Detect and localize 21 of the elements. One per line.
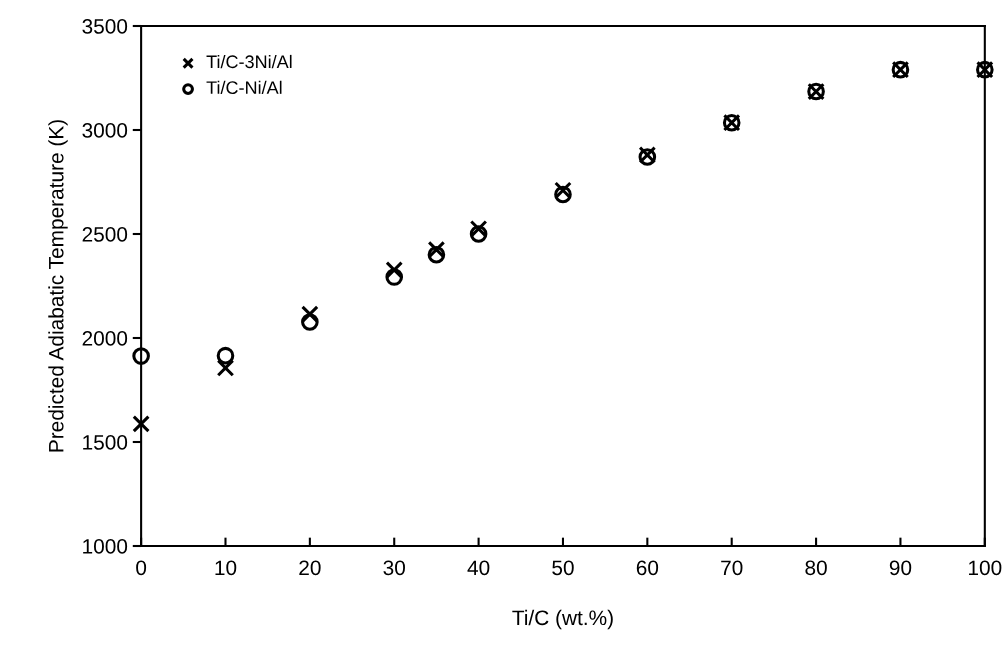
y-tick-label: 1000 — [83, 539, 128, 554]
x-tick-label: 90 — [889, 560, 912, 576]
x-tick-label: 0 — [136, 560, 147, 576]
y-tick-label: 2000 — [82, 331, 128, 346]
x-tick-label: 30 — [383, 560, 405, 576]
legend-label: Ti/C-3Ni/Al — [206, 54, 292, 69]
x-tick-label: 20 — [299, 560, 321, 576]
x-tick-label: 50 — [552, 560, 574, 576]
y-tick-label: 2500 — [82, 227, 128, 242]
x-tick-label: 40 — [467, 560, 490, 576]
y-tick-label: 3500 — [82, 19, 128, 34]
legend-label: Ti/C-Ni/Al — [206, 80, 282, 95]
x-tick-label: 10 — [215, 560, 237, 576]
y-tick-label: 1500 — [83, 435, 128, 450]
x-tick-label: 60 — [636, 560, 659, 576]
x-tick-label: 70 — [721, 560, 743, 576]
y-axis-title: Predicted Adiabatic Temperature (K) — [48, 120, 68, 452]
y-tick-label: 3000 — [82, 123, 128, 138]
x-tick-label: 100 — [969, 560, 1002, 576]
x-axis-title: Ti/C (wt.%) — [512, 609, 613, 630]
x-tick-label: 80 — [805, 560, 827, 576]
